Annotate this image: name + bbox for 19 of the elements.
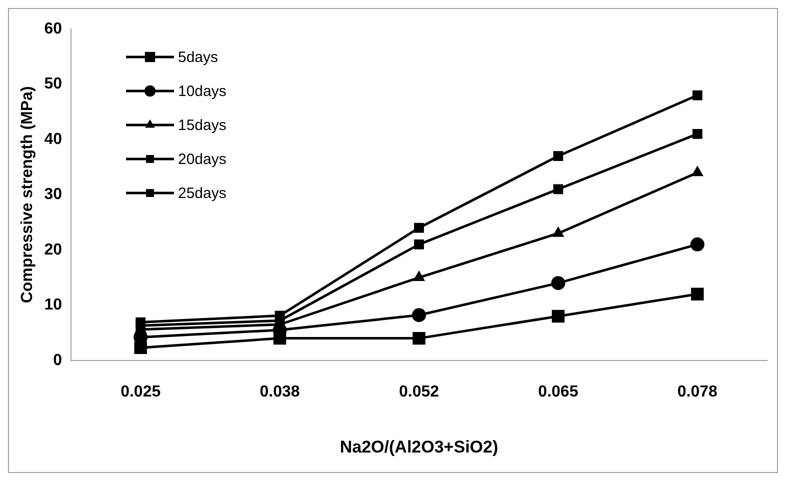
y-tick-label: 60 bbox=[44, 20, 62, 38]
x-tick-label: 0.078 bbox=[677, 383, 718, 400]
legend-label: 15days bbox=[178, 117, 226, 134]
legend-label: 20days bbox=[178, 151, 226, 168]
x-tick-label: 0.065 bbox=[538, 383, 578, 400]
y-tick-label: 40 bbox=[44, 130, 62, 148]
x-tick-label: 0.025 bbox=[120, 383, 161, 400]
y-tick-label: 10 bbox=[44, 296, 62, 314]
legend-label: 5days bbox=[178, 49, 218, 66]
y-tick-label: 20 bbox=[44, 241, 62, 258]
x-tick-label: 0.052 bbox=[398, 383, 440, 400]
x-axis-title: Na2O/(Al2O3+SiO2) bbox=[340, 437, 498, 456]
legend-label: 25days bbox=[178, 185, 226, 202]
y-axis-title: Compressive strength (MPa) bbox=[19, 86, 36, 304]
x-tick-label: 0.038 bbox=[260, 383, 300, 400]
y-tick-label: 0 bbox=[53, 352, 62, 369]
y-tick-label: 50 bbox=[44, 76, 62, 93]
legend-label: 10days bbox=[178, 83, 226, 100]
y-tick-label: 30 bbox=[44, 186, 62, 204]
